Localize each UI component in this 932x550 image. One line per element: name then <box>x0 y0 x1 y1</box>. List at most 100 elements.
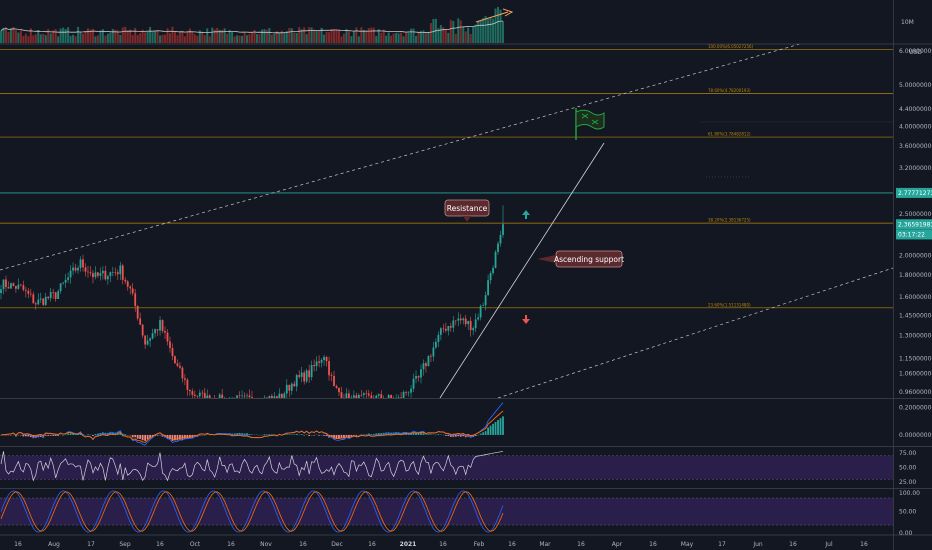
candle <box>39 292 42 303</box>
candle-body <box>193 394 196 396</box>
candle <box>444 322 447 333</box>
macd-histogram-bar <box>340 434 343 439</box>
candle-body <box>221 394 224 398</box>
volume-bar <box>64 29 67 43</box>
volume-bar <box>397 33 400 43</box>
candle <box>188 389 191 396</box>
candle <box>144 335 147 350</box>
candle-body <box>7 287 10 289</box>
volume-bar <box>149 26 152 43</box>
ascending-support-callout-pointer <box>537 255 556 263</box>
volume-bar <box>146 31 149 43</box>
volume-bar <box>462 26 465 43</box>
macd-histogram-bar <box>335 434 338 439</box>
macd-histogram-bar <box>502 416 504 435</box>
volume-bar <box>370 27 373 43</box>
macd-histogram-bar <box>452 434 455 437</box>
candle-body <box>2 279 5 290</box>
macd-histogram-bar <box>171 434 174 441</box>
volume-bar <box>290 28 293 43</box>
macd-histogram-bar <box>343 434 345 439</box>
volume-bar <box>17 32 20 43</box>
volume-bar <box>186 31 189 43</box>
candle-body <box>365 393 368 394</box>
candle <box>251 390 253 398</box>
candle <box>84 263 87 277</box>
candle <box>402 390 405 398</box>
candle-body <box>283 393 286 398</box>
candle-body <box>52 292 55 293</box>
candle-body <box>477 317 480 320</box>
candle-body <box>454 320 457 322</box>
macd-histogram-bar <box>290 434 293 435</box>
candle <box>459 314 462 324</box>
volume-bar <box>74 36 77 43</box>
candle <box>139 312 142 325</box>
macd-histogram-bar <box>484 431 487 435</box>
candle-body <box>218 394 221 398</box>
volume-bar <box>352 31 355 43</box>
candle <box>193 390 196 398</box>
volume-bar <box>246 35 249 43</box>
candle <box>59 283 62 294</box>
macd-histogram-bar <box>136 434 139 439</box>
candle-body <box>499 234 502 244</box>
volume-bar <box>94 36 97 43</box>
candle-body <box>464 318 467 325</box>
candle <box>104 265 107 281</box>
candle <box>397 394 400 399</box>
candle-body <box>22 285 25 290</box>
volume-bar <box>116 30 119 43</box>
volume-bar <box>323 34 326 43</box>
candle <box>34 301 37 310</box>
candle <box>92 270 94 284</box>
candle <box>171 343 174 361</box>
candle <box>345 388 348 398</box>
annotations: Resistance Ascending support <box>444 108 624 324</box>
macd-histogram-bar <box>79 432 82 435</box>
macd-histogram-bar <box>427 434 430 435</box>
candle-body <box>323 356 325 360</box>
candle <box>280 393 283 398</box>
price-tick-label: 1.06000000 <box>899 371 932 378</box>
time-tick-label: May <box>681 541 694 548</box>
volume-bar <box>497 6 500 44</box>
candle <box>243 392 246 398</box>
candle-body <box>186 379 189 390</box>
macd-histogram-bar <box>489 425 492 435</box>
volume-bar <box>402 36 405 43</box>
volume-bar <box>4 27 7 43</box>
candle <box>174 355 176 364</box>
volume-bar <box>134 27 137 43</box>
candle <box>29 288 32 297</box>
candle <box>114 267 117 276</box>
volume-bar <box>188 28 191 43</box>
resistance-callout-text: Resistance <box>447 204 488 213</box>
time-tick-label: 16 <box>577 541 585 548</box>
candle <box>469 316 472 337</box>
candle <box>320 358 323 368</box>
macd-histogram-bar <box>382 432 385 435</box>
candle-body <box>355 395 358 398</box>
macd-histogram-bar <box>494 421 497 435</box>
candle-body <box>236 395 238 398</box>
candle-body <box>266 397 268 399</box>
candle-body <box>49 292 52 299</box>
candle-body <box>427 355 430 366</box>
macd-histogram-bar <box>24 434 27 437</box>
candle-body <box>29 293 32 295</box>
volume-bar <box>34 34 37 43</box>
volume-bar <box>208 36 211 43</box>
candle-body <box>293 383 296 387</box>
candle <box>293 380 296 387</box>
price-tick-label: 4.40000000 <box>899 106 932 113</box>
candle <box>360 390 363 397</box>
candle <box>352 390 355 398</box>
candle <box>186 378 189 396</box>
candle-body <box>176 363 179 366</box>
candle <box>134 288 137 312</box>
candle-body <box>430 355 432 357</box>
time-tick-label: 16 <box>14 541 22 548</box>
volume-bar <box>313 29 316 43</box>
